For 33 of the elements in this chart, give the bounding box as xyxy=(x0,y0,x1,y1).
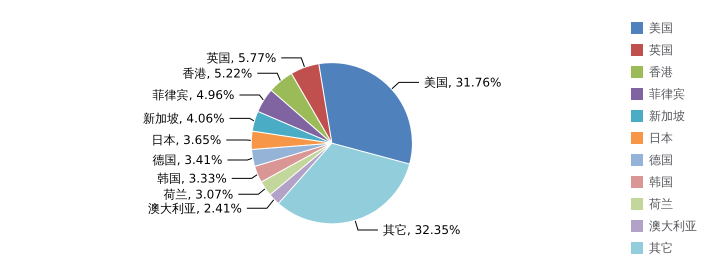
slice-label: 美国 xyxy=(424,75,448,90)
data-label: , 5.22% xyxy=(206,66,252,80)
slice-label: 日本 xyxy=(152,132,176,147)
legend-label: 香港 xyxy=(649,65,673,79)
legend-label: 德国 xyxy=(649,153,673,167)
data-label: , 32.35% xyxy=(406,222,460,237)
legend-label: 新加坡 xyxy=(649,109,685,123)
slice-label: 其它 xyxy=(382,222,407,237)
data-label: , 3.07% xyxy=(188,187,234,202)
slice-label: 菲律宾 xyxy=(152,88,189,102)
legend-label: 澳大利亚 xyxy=(649,219,697,233)
slice-label: 荷兰 xyxy=(164,187,188,202)
data-label: , 4.96% xyxy=(188,88,234,102)
slice-label: 英国 xyxy=(206,50,230,65)
legend-label: 菲律宾 xyxy=(649,87,685,101)
legend-label: 韩国 xyxy=(649,175,673,189)
slice-label: 德国 xyxy=(152,152,177,167)
data-label: , 3.41% xyxy=(176,152,222,167)
data-label: , 5.77% xyxy=(230,50,276,65)
legend-label: 日本 xyxy=(649,131,673,145)
legend-label: 美国 xyxy=(649,21,673,35)
legend-label: 其它 xyxy=(649,241,673,255)
data-label: , 2.41% xyxy=(196,201,242,216)
data-label: , 31.76% xyxy=(448,75,502,90)
slice-label: 新加坡 xyxy=(142,111,179,126)
slice-label: 澳大利亚 xyxy=(148,201,196,216)
data-label: , 3.65% xyxy=(176,132,222,147)
legend-label: 荷兰 xyxy=(649,197,673,211)
data-label: , 3.33% xyxy=(180,171,227,186)
legend-label: 英国 xyxy=(649,43,673,57)
slice-label: 韩国 xyxy=(156,171,181,186)
slice-label: 香港 xyxy=(182,66,207,80)
data-label: , 4.06% xyxy=(178,111,225,126)
